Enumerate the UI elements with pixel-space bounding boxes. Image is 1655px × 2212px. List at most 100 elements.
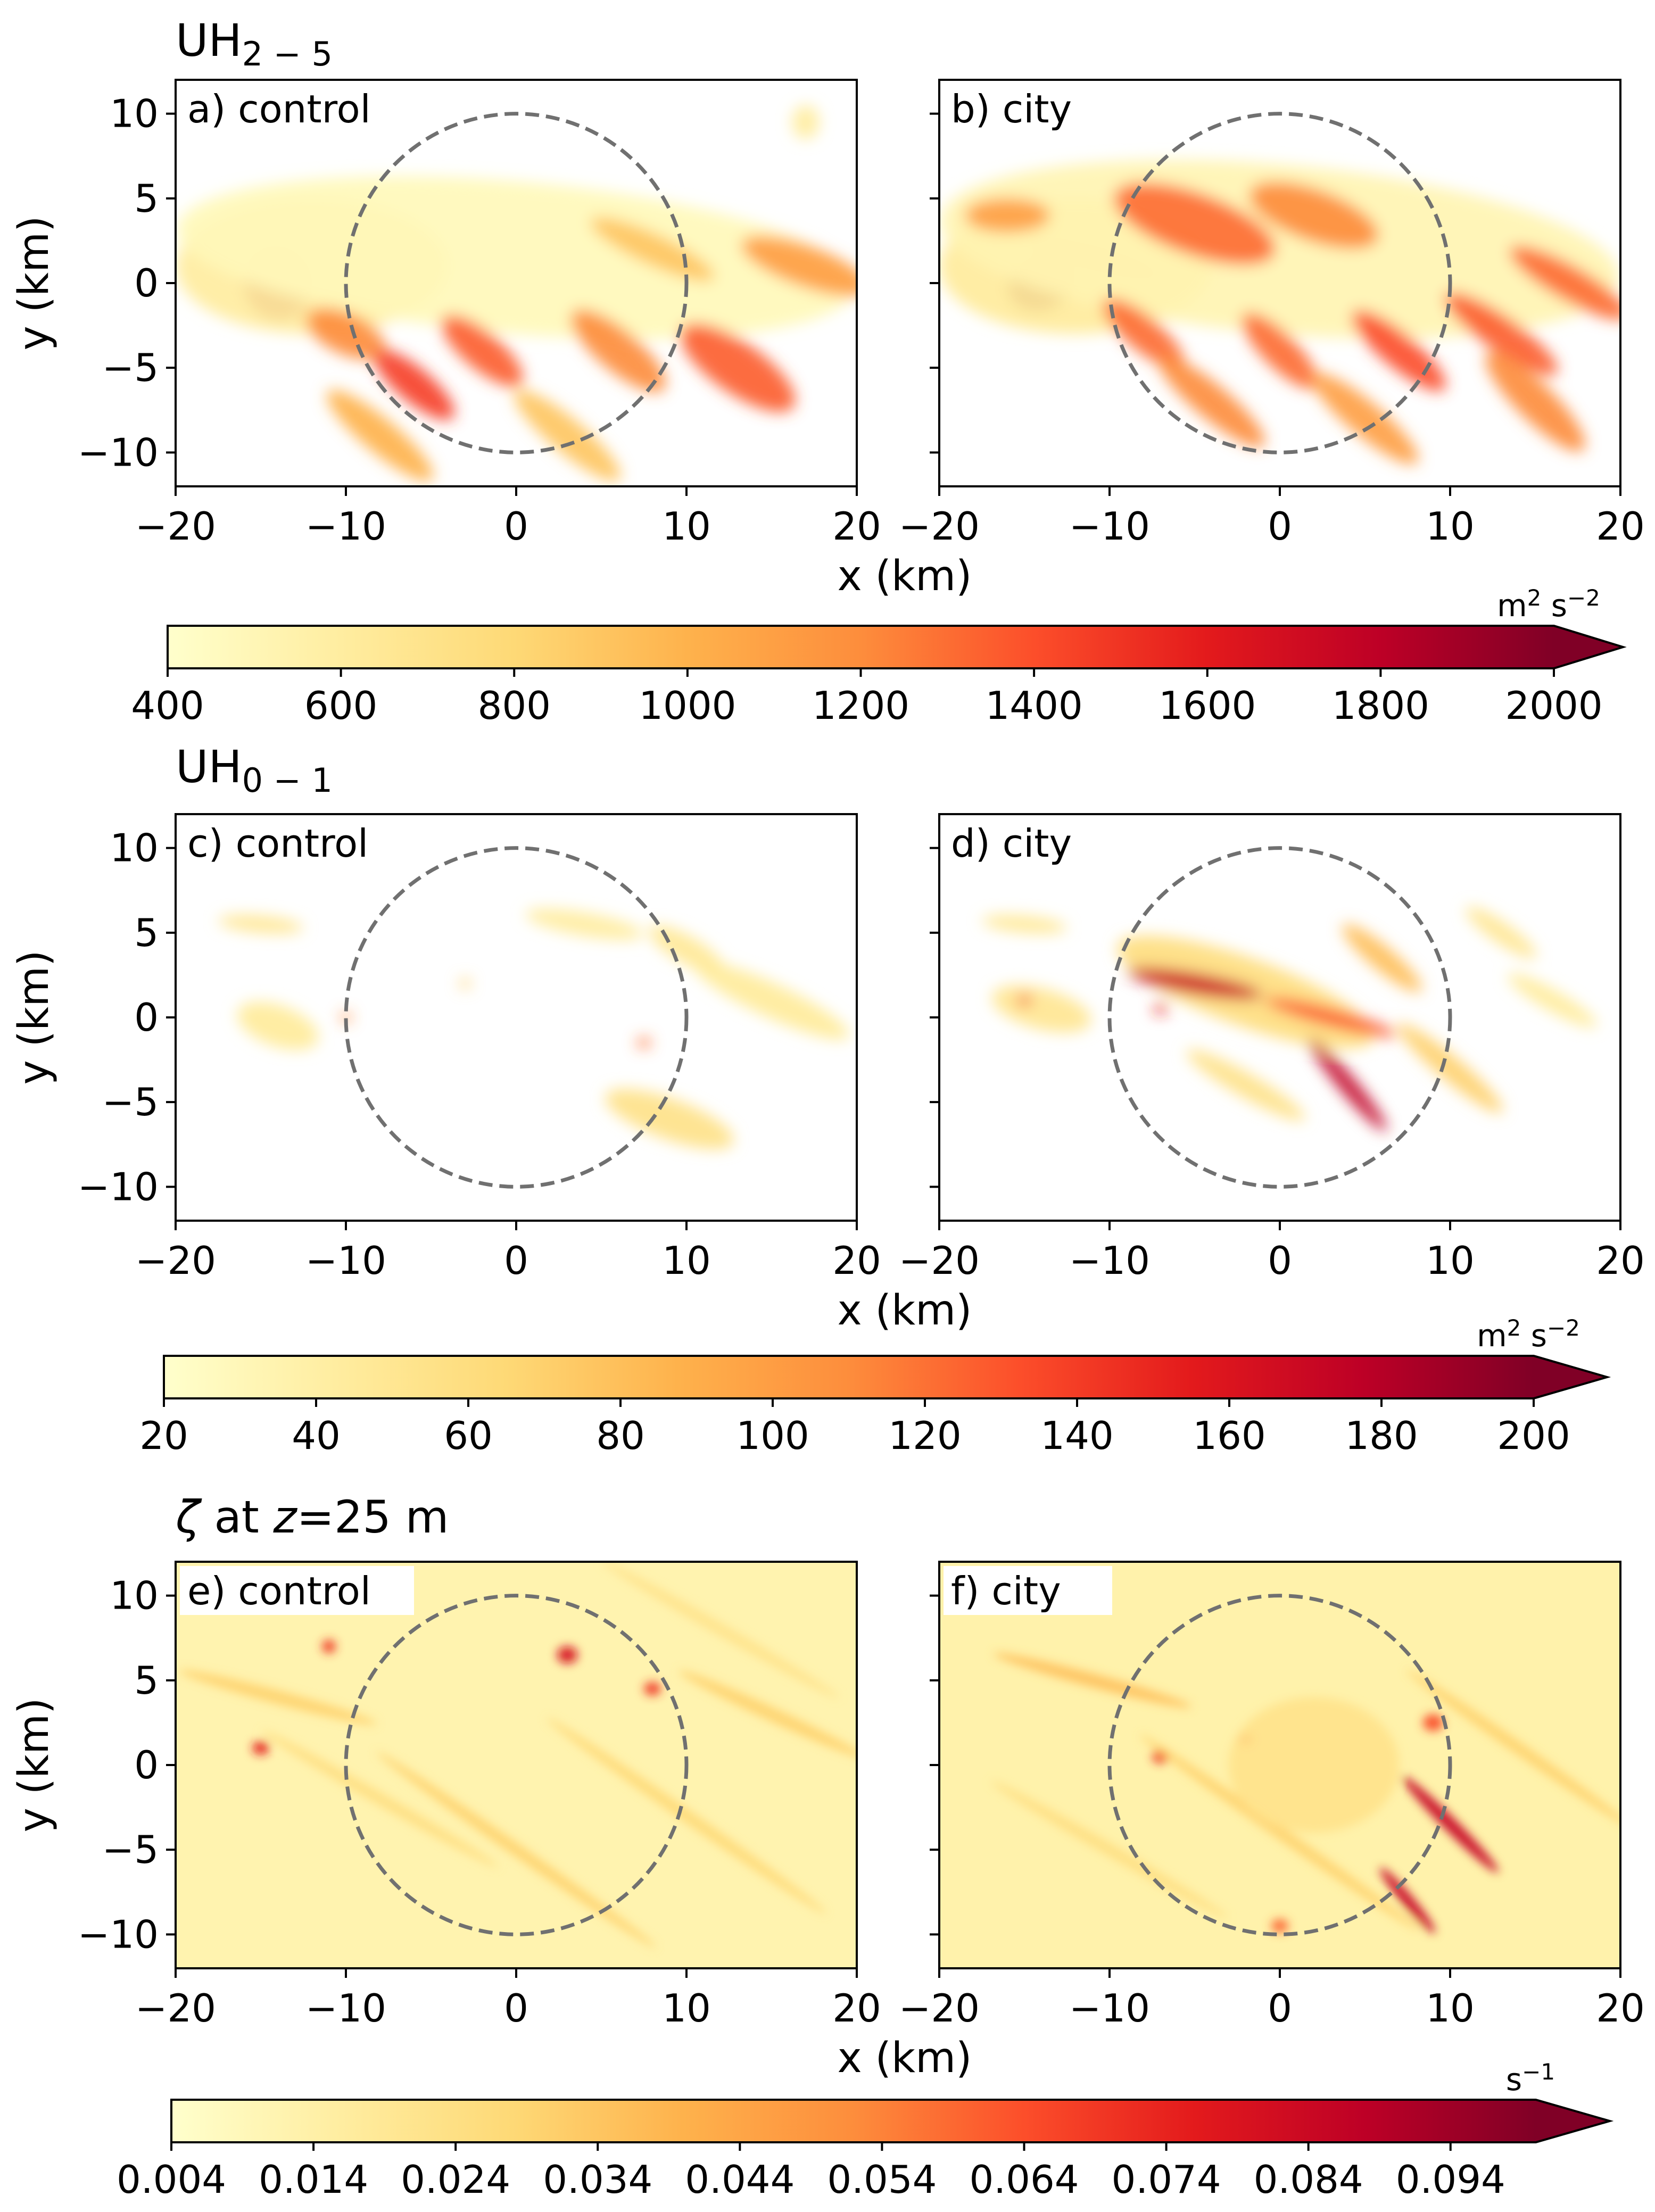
x-tick-label: 10 — [662, 504, 711, 549]
zeta-symbol: ζ — [175, 1491, 202, 1543]
colorbar-tick-label: 120 — [888, 1413, 961, 1458]
y-tick-label: −5 — [102, 1080, 159, 1124]
colorbar-tick-label: 0.034 — [543, 2157, 652, 2202]
x-tick-label: 0 — [504, 1986, 528, 2031]
y-axis-label: y (km) — [10, 950, 58, 1085]
panel-a-field — [176, 105, 857, 482]
x-tick-label: −20 — [135, 1238, 216, 1283]
panel-b-field — [939, 160, 1620, 465]
field-feature-13 — [1017, 995, 1031, 1006]
panel-f: f) city −20 −10 0 10 20 — [899, 1561, 1645, 2031]
field-feature-13 — [1158, 356, 1265, 448]
units-sup: 2 — [1527, 585, 1542, 611]
colorbar-tick-label: 180 — [1345, 1413, 1418, 1458]
field-feature-4 — [1127, 968, 1262, 999]
field-feature-6 — [570, 309, 666, 393]
y-axis-label: y (km) — [10, 216, 58, 351]
panel-title-e: e) control — [187, 1569, 371, 1613]
panel-b: b) city −20 −10 0 10 20 — [899, 79, 1645, 549]
colorbar-tick-label: 600 — [304, 683, 377, 728]
field-feature-8 — [547, 1718, 826, 1914]
colorbar-extend-arrow — [1534, 1356, 1607, 1398]
row-title-2: UH0 − 1 — [176, 741, 333, 800]
units-main: s — [1506, 2061, 1522, 2098]
colorbar-tick-label: 0.024 — [401, 2157, 510, 2202]
field-feature-11 — [1444, 292, 1558, 376]
field-feature-8 — [1140, 1735, 1420, 1931]
colorbar-gradient — [168, 626, 1554, 668]
panel-title-box — [944, 818, 1112, 867]
colorbar-tick-label: 1200 — [812, 683, 909, 728]
row-title-rest: =25 m — [297, 1491, 449, 1543]
field-feature-2 — [322, 1639, 336, 1653]
y-tick-label: −10 — [78, 430, 159, 475]
x-tick-label: −10 — [1069, 504, 1150, 549]
colorbar-tick-label: 0.014 — [259, 2157, 368, 2202]
y-tick-label: 10 — [110, 1573, 159, 1618]
field-feature-11 — [1186, 1049, 1305, 1121]
y-tick-label: −5 — [102, 1827, 159, 1872]
colorbar-tick-label: 0.054 — [827, 2157, 937, 2202]
field-feature-10 — [1508, 973, 1597, 1028]
x-tick-label: 10 — [1426, 504, 1475, 549]
colorbar-extend-arrow — [1536, 2100, 1610, 2142]
field-feature-12 — [1154, 1004, 1168, 1014]
colorbar-units: m2 s−2 — [1497, 585, 1600, 624]
colorbar-tick-label: 160 — [1193, 1413, 1265, 1458]
colorbar-extend-arrow — [1554, 626, 1623, 668]
colorbar-tick-label: 100 — [736, 1413, 809, 1458]
row-title-mid: at — [200, 1491, 274, 1543]
panel-d-field — [982, 907, 1597, 1131]
y-tick-label: −5 — [102, 345, 159, 390]
field-feature-9 — [460, 978, 470, 989]
colorbar-tick-label: 200 — [1497, 1413, 1570, 1458]
units-mid: s — [1541, 587, 1567, 624]
field-feature-7 — [965, 198, 1050, 233]
colorbar-1: 400 600 800 1000 1200 1400 1600 1800 2000 m2 s−2 — [131, 585, 1627, 728]
units-main: m — [1497, 587, 1527, 624]
field-feature-9 — [1406, 1670, 1620, 1827]
colorbar-tick-label: 400 — [131, 683, 204, 728]
colorbar-tick-label: 0.004 — [117, 2157, 226, 2202]
x-tick-label: −10 — [305, 1986, 386, 2031]
colorbar-units: s−1 — [1506, 2059, 1555, 2098]
y-tick-label: 5 — [134, 176, 159, 221]
colorbar-tick-label: 0.044 — [685, 2157, 795, 2202]
x-tick-label: 20 — [1596, 504, 1645, 549]
field-feature-5 — [441, 315, 523, 387]
colorbar-tick-label: 2000 — [1505, 683, 1602, 728]
field-feature-8 — [637, 1038, 651, 1048]
y-tick-label: 0 — [134, 1743, 159, 1787]
field-feature-6 — [1271, 1919, 1288, 1933]
field-feature-7 — [376, 1752, 656, 1948]
field-feature-3 — [525, 908, 643, 940]
field-feature-2 — [237, 1001, 319, 1050]
units-main: m — [1477, 1318, 1507, 1354]
colorbar-tick-label: 40 — [292, 1413, 341, 1458]
field-feature-7 — [341, 1012, 351, 1023]
colorbar-outline — [167, 625, 1627, 669]
colorbar-tick-label: 0.064 — [969, 2157, 1079, 2202]
field-feature-1 — [1402, 1776, 1499, 1873]
field-feature-10 — [1352, 310, 1446, 392]
field-feature-15 — [1485, 351, 1585, 452]
y-tick-label: 5 — [134, 1658, 159, 1703]
field-feature-10 — [991, 1781, 1228, 1918]
field-feature-3 — [557, 1646, 578, 1663]
row-title-subscript: 2 − 5 — [242, 35, 333, 73]
colorbar-gradient — [164, 1356, 1534, 1398]
field-feature-7 — [994, 1653, 1191, 1708]
x-tick-label: 20 — [1596, 1986, 1645, 2031]
field-features — [991, 1653, 1620, 1934]
field-feature-5 — [678, 1670, 857, 1758]
field-background — [176, 1562, 857, 1968]
field-feature-6 — [605, 1089, 734, 1149]
field-features — [179, 1562, 857, 1948]
field-features — [982, 907, 1597, 1131]
field-feature-7 — [1342, 924, 1422, 992]
panel-title-b: b) city — [951, 87, 1072, 131]
x-tick-label: −20 — [135, 1986, 216, 2031]
y-axis-label: y (km) — [10, 1698, 58, 1833]
panel-title-d: d) city — [951, 821, 1072, 866]
